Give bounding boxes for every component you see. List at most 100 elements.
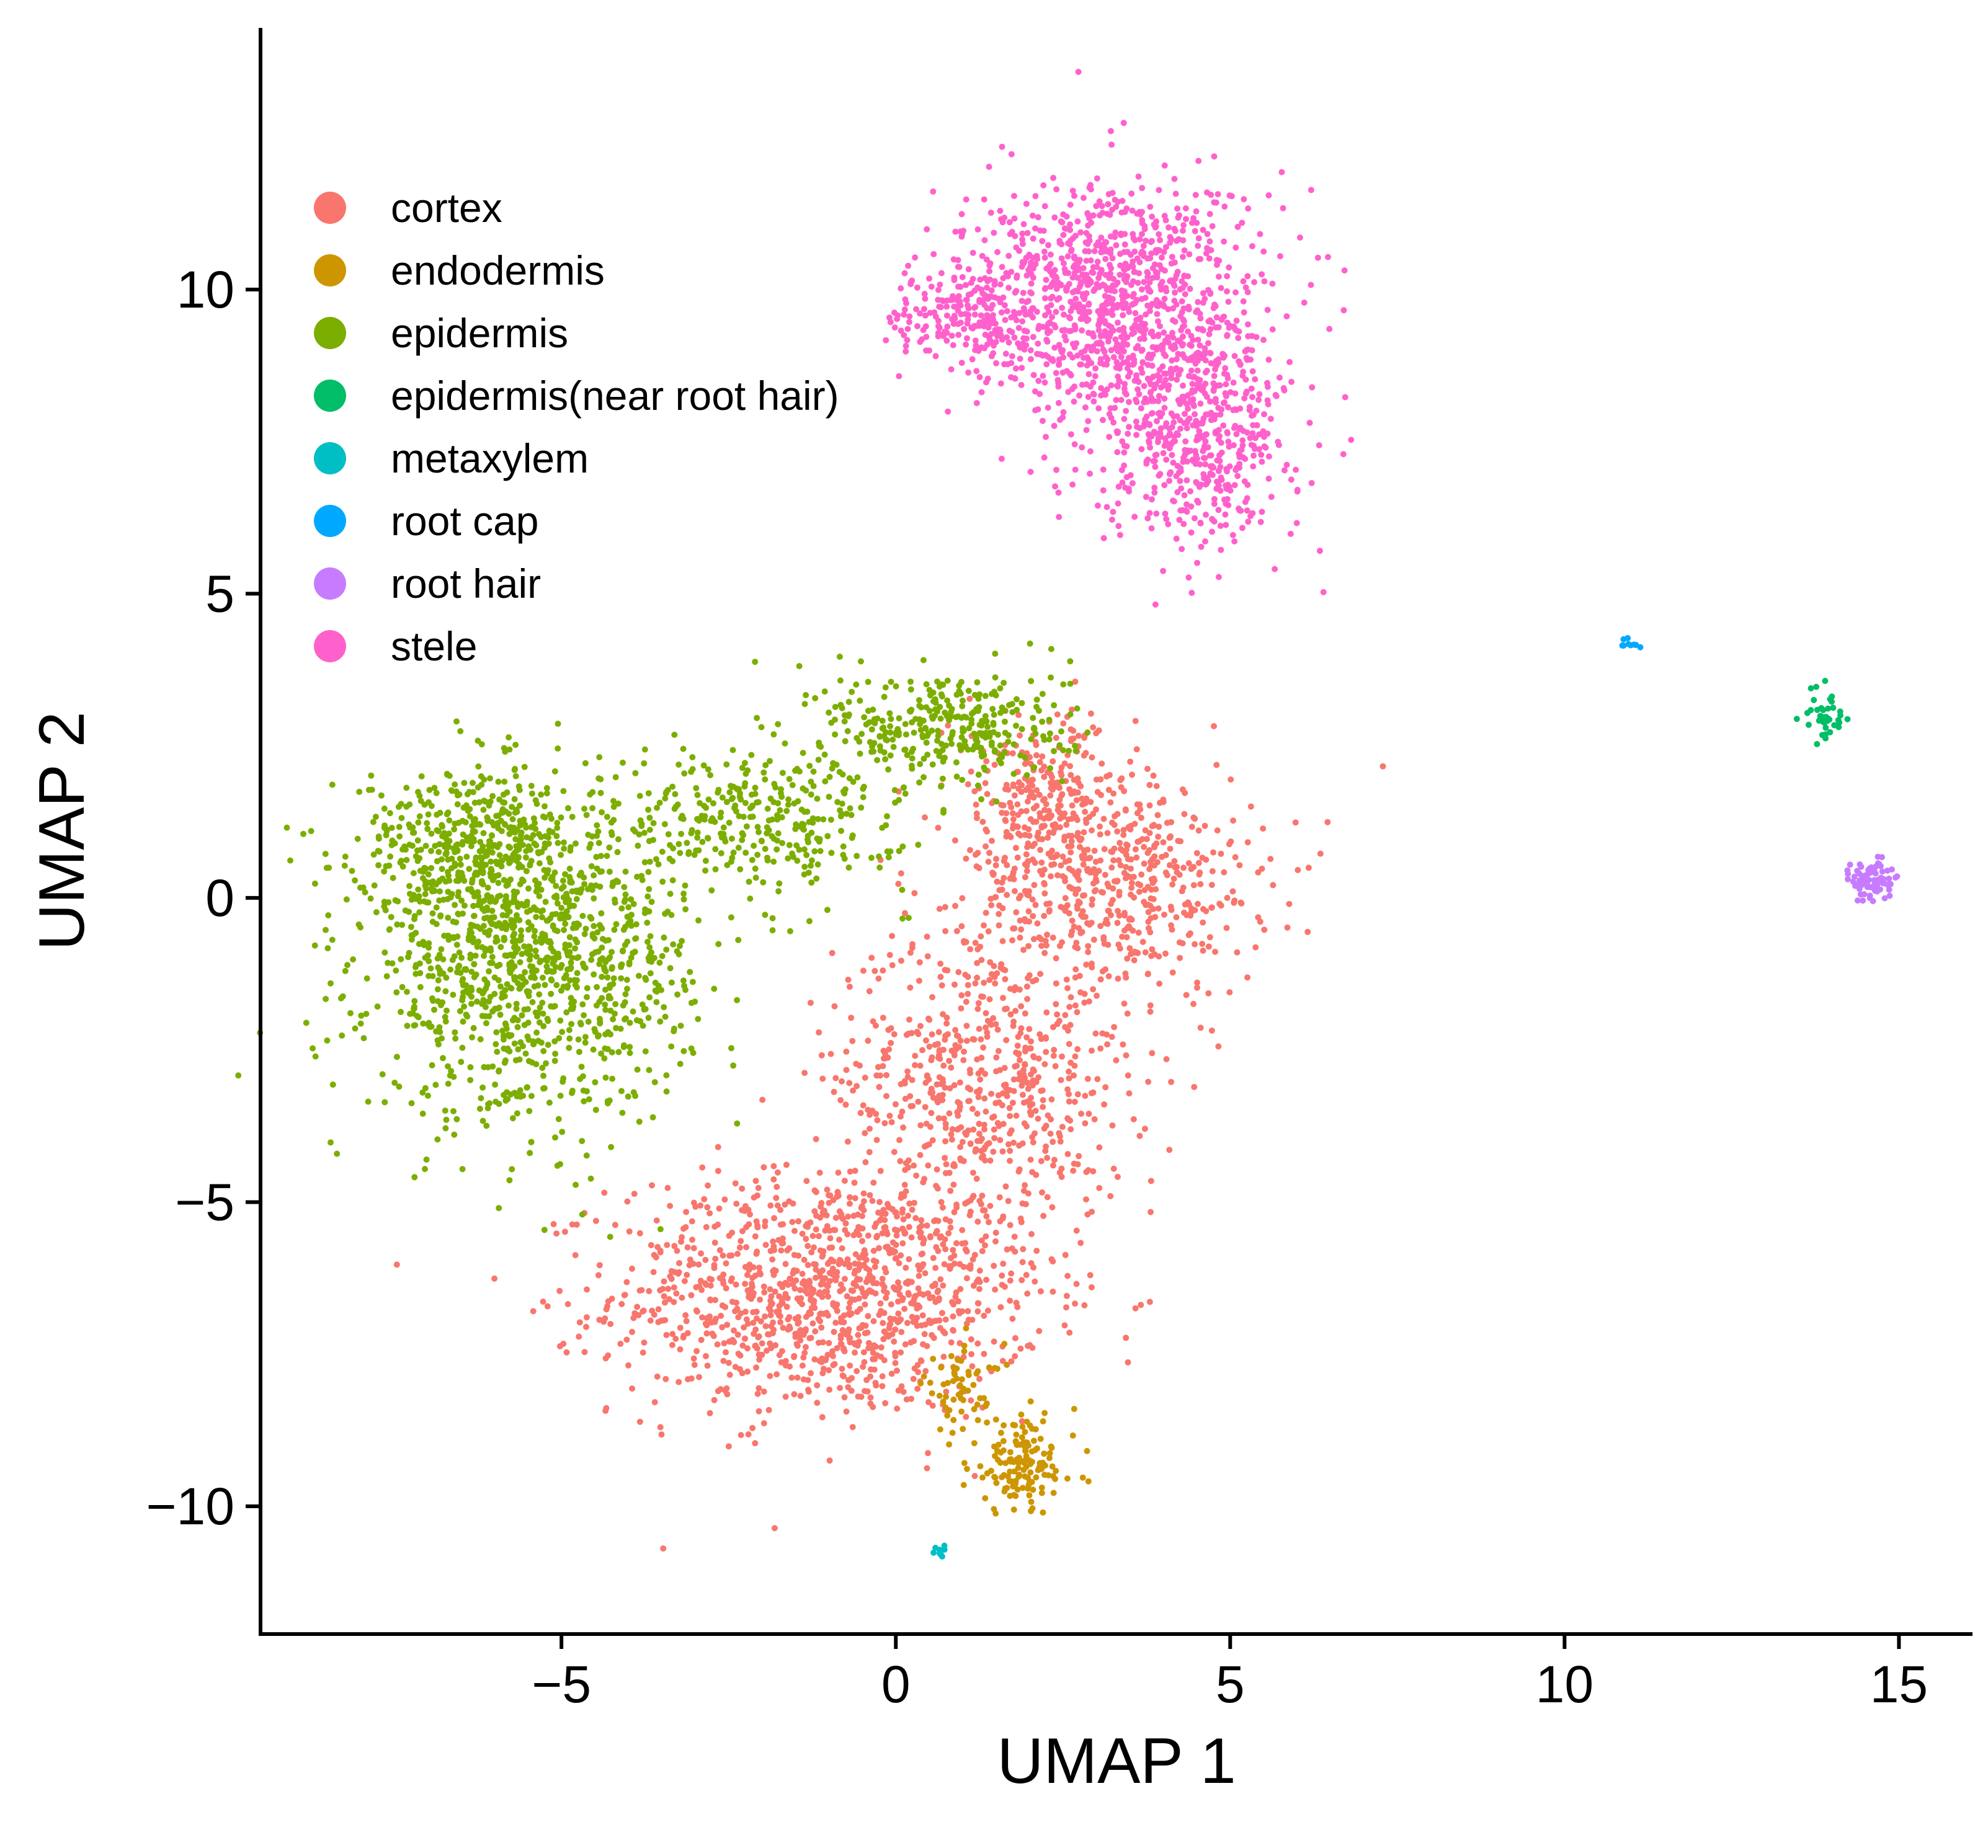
data-point <box>1072 678 1079 685</box>
data-point <box>1124 842 1131 849</box>
data-point <box>648 899 655 905</box>
data-point <box>999 704 1005 711</box>
data-point <box>1009 1245 1015 1252</box>
data-point <box>452 1029 458 1036</box>
data-point <box>510 944 517 951</box>
data-point <box>1148 1209 1154 1215</box>
data-point <box>806 763 813 769</box>
data-point <box>822 778 829 784</box>
data-point <box>681 982 687 989</box>
data-point <box>1129 771 1135 778</box>
data-point <box>718 850 724 856</box>
data-point <box>911 729 917 736</box>
data-point <box>920 774 927 781</box>
data-point <box>1090 724 1097 731</box>
data-point <box>865 1232 871 1239</box>
data-point <box>826 1457 833 1464</box>
data-point <box>517 881 524 887</box>
data-point <box>456 949 463 956</box>
data-point <box>1009 810 1016 817</box>
data-point <box>981 1351 987 1357</box>
data-point <box>587 1175 594 1182</box>
data-point <box>909 1077 916 1083</box>
data-point <box>626 1044 633 1051</box>
data-point <box>1064 1475 1071 1482</box>
data-point <box>963 1275 970 1282</box>
data-point <box>911 1162 917 1169</box>
data-point <box>1058 862 1064 869</box>
data-point <box>595 948 602 955</box>
data-point <box>566 865 573 872</box>
data-point <box>892 1209 899 1216</box>
data-point <box>628 954 635 961</box>
data-point <box>693 784 700 791</box>
data-point <box>932 706 938 713</box>
data-point <box>445 914 452 921</box>
data-point <box>406 882 412 889</box>
data-point <box>956 1310 963 1317</box>
data-point <box>481 915 488 922</box>
data-point <box>512 975 519 982</box>
data-point <box>461 780 468 786</box>
data-point <box>771 781 778 788</box>
data-point <box>888 1039 894 1046</box>
data-point <box>994 970 1001 977</box>
data-point <box>865 1037 871 1044</box>
data-point <box>528 783 535 789</box>
data-point <box>428 864 435 871</box>
data-point <box>933 1244 940 1251</box>
data-point <box>865 678 871 685</box>
data-point <box>541 1227 548 1233</box>
data-point <box>630 1315 637 1322</box>
data-point <box>887 1315 894 1322</box>
data-point <box>1141 843 1148 850</box>
data-point <box>822 1227 829 1234</box>
data-point <box>990 871 997 878</box>
data-point <box>706 1313 713 1320</box>
data-point <box>879 1383 886 1390</box>
data-point <box>832 1320 839 1326</box>
data-point <box>479 1013 486 1020</box>
data-point <box>917 1357 924 1364</box>
data-point <box>738 1432 744 1439</box>
data-point <box>752 1178 759 1184</box>
data-point <box>391 1080 398 1086</box>
data-point <box>455 910 461 917</box>
data-point <box>981 922 987 929</box>
data-point <box>563 1349 570 1356</box>
data-point <box>488 868 495 874</box>
data-point <box>596 1317 603 1323</box>
data-point <box>757 1271 764 1277</box>
data-point <box>1090 866 1097 873</box>
data-point <box>429 973 436 979</box>
data-point <box>536 1019 543 1026</box>
data-point <box>731 805 738 811</box>
data-point <box>571 998 577 1005</box>
data-point <box>461 1003 468 1010</box>
data-point <box>504 1046 510 1053</box>
data-point <box>775 1237 782 1243</box>
data-point <box>950 1416 957 1423</box>
data-point <box>945 717 952 724</box>
data-point <box>452 820 458 827</box>
data-point <box>1022 754 1028 761</box>
data-point <box>912 1052 919 1059</box>
data-point <box>1007 1011 1014 1018</box>
data-point <box>1100 815 1107 822</box>
data-point <box>1014 1486 1021 1493</box>
data-point <box>1012 1335 1019 1341</box>
data-point <box>562 871 568 877</box>
data-point <box>1206 934 1213 941</box>
data-point <box>826 1277 833 1284</box>
data-point <box>511 766 518 773</box>
data-point <box>1049 847 1056 854</box>
data-point <box>478 877 485 884</box>
data-point <box>827 1235 834 1242</box>
data-point <box>509 1115 516 1122</box>
data-point <box>940 1353 947 1360</box>
data-point <box>1187 912 1194 919</box>
data-point <box>836 768 843 775</box>
data-point <box>1024 996 1031 1002</box>
data-point <box>604 1098 611 1104</box>
data-point <box>415 819 422 826</box>
